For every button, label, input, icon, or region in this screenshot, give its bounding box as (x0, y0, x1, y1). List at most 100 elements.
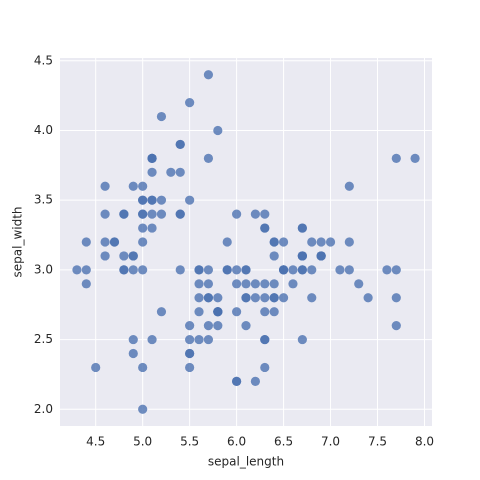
point (250, 279, 260, 289)
point (213, 307, 223, 317)
point (269, 237, 279, 247)
point (138, 181, 148, 191)
y-axis-label: sepal_width (11, 206, 25, 277)
point (156, 307, 167, 317)
point (175, 139, 185, 150)
point (213, 321, 223, 331)
point (147, 209, 157, 219)
y-tick-label: 4.0 (34, 123, 53, 137)
point (232, 279, 242, 289)
point (119, 265, 129, 275)
point (185, 98, 195, 108)
point (128, 348, 138, 359)
point (260, 209, 270, 219)
point (260, 307, 270, 317)
x-tick-label: 6.0 (227, 435, 246, 449)
point (382, 265, 392, 275)
point (185, 348, 195, 359)
point (138, 209, 148, 219)
point (391, 265, 401, 275)
point (194, 293, 204, 303)
point (297, 251, 307, 261)
point (100, 209, 110, 219)
point (100, 181, 110, 191)
point (147, 334, 157, 345)
point (222, 265, 232, 275)
point (278, 265, 289, 275)
point (128, 181, 138, 191)
point (203, 153, 214, 163)
point (354, 279, 364, 289)
point (147, 153, 157, 163)
point (194, 307, 204, 317)
point (335, 265, 345, 275)
point (269, 251, 279, 261)
point (91, 362, 101, 373)
point (241, 265, 251, 275)
point (81, 279, 91, 289)
point (185, 195, 195, 205)
point (297, 265, 307, 275)
point (119, 209, 129, 219)
point (138, 404, 148, 414)
point (203, 293, 214, 303)
point (260, 362, 270, 373)
point (232, 307, 242, 317)
point (213, 125, 223, 136)
x-tick-label: 7.5 (368, 435, 387, 449)
point (175, 265, 185, 275)
point (316, 237, 326, 247)
point (203, 321, 214, 331)
point (128, 265, 138, 275)
point (316, 251, 326, 261)
point (391, 153, 401, 163)
point (128, 334, 138, 345)
point (138, 223, 148, 233)
point (278, 293, 289, 303)
y-tick-label: 2.5 (34, 332, 53, 346)
point (297, 334, 307, 345)
point (81, 265, 91, 275)
point (147, 167, 157, 177)
point (232, 265, 242, 275)
point (278, 237, 289, 247)
point (241, 279, 251, 289)
point (250, 376, 260, 386)
point (391, 293, 401, 303)
point (203, 279, 214, 289)
point (100, 237, 110, 247)
point (138, 265, 148, 275)
point (156, 111, 167, 122)
point (156, 195, 167, 205)
point (203, 70, 214, 80)
point (344, 237, 354, 247)
y-tick-label: 3.0 (34, 262, 53, 276)
point (391, 321, 401, 331)
point (138, 237, 148, 247)
point (344, 181, 354, 191)
y-tick-label: 4.5 (34, 53, 53, 67)
point (185, 334, 195, 345)
point (194, 334, 204, 345)
point (269, 293, 279, 303)
point (156, 209, 167, 219)
point (213, 293, 223, 303)
point (166, 167, 176, 177)
x-tick-label: 8.0 (415, 435, 434, 449)
point (147, 223, 157, 233)
point (297, 223, 307, 233)
point (410, 153, 420, 163)
point (232, 376, 242, 386)
point (175, 167, 185, 177)
point (185, 321, 195, 331)
point (72, 265, 82, 275)
x-tick-label: 6.5 (274, 435, 293, 449)
point (260, 293, 270, 303)
point (260, 223, 270, 233)
point (325, 237, 336, 247)
y-tick-label: 2.0 (34, 402, 53, 416)
point (363, 293, 373, 303)
point (203, 334, 214, 345)
x-axis-label: sepal_length (208, 455, 284, 469)
point (269, 279, 279, 289)
